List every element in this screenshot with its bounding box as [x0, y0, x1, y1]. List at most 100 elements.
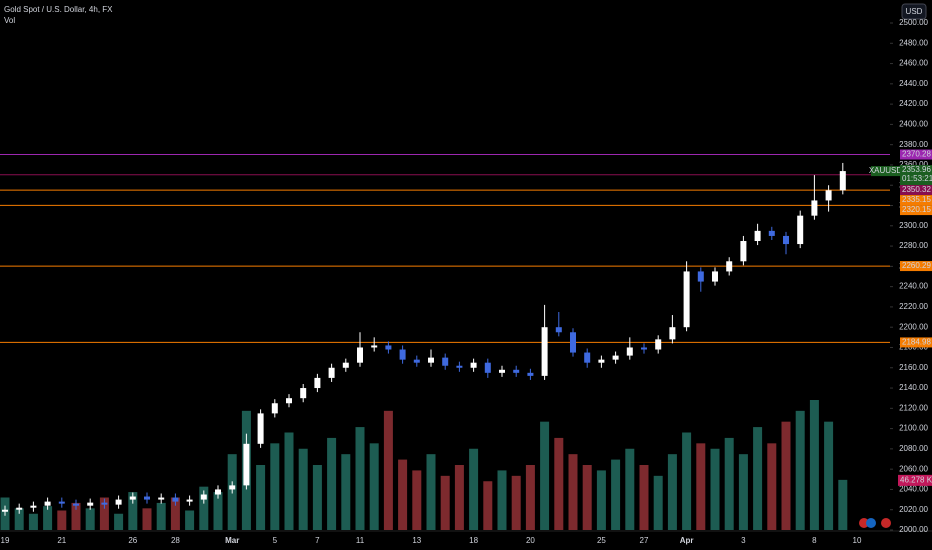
- volume-bar: [568, 454, 578, 530]
- volume-bar: [738, 454, 748, 530]
- candle-body: [783, 235, 789, 245]
- volume-bar: [412, 470, 422, 530]
- volume-bar: [28, 513, 38, 530]
- volume-bar: [170, 497, 180, 530]
- level-tag: [900, 195, 932, 206]
- candle-body: [712, 271, 718, 282]
- volume-bar: [809, 400, 819, 530]
- volume-bar: [85, 508, 95, 530]
- x-tick-label: Apr: [680, 536, 694, 545]
- candle-body: [328, 367, 335, 378]
- symbol-tag: [871, 166, 900, 177]
- candle-body: [30, 505, 37, 508]
- candle-body: [598, 359, 605, 363]
- volume-bar: [284, 432, 294, 530]
- candle-body: [271, 403, 278, 414]
- volume-bar: [142, 508, 152, 530]
- volume-bar: [667, 454, 677, 530]
- y-tick-label: 2400.00: [899, 120, 928, 129]
- level-tag: [900, 149, 932, 160]
- candle-body: [73, 503, 79, 506]
- candle-body: [499, 369, 505, 373]
- last-price-tag: [900, 165, 932, 186]
- flag-icon: [859, 518, 869, 528]
- candle-body: [442, 357, 449, 366]
- x-tick-label: 13: [412, 536, 421, 545]
- volume-bar: [426, 454, 436, 530]
- candle-body: [541, 327, 548, 376]
- volume-bar: [525, 465, 535, 530]
- volume-bar: [781, 421, 791, 530]
- x-tick-label: 25: [597, 536, 606, 545]
- flag-icon: [866, 518, 876, 528]
- candle-body: [555, 327, 562, 333]
- volume-bar: [469, 448, 479, 530]
- volume-tag: [898, 474, 932, 486]
- volume-bar: [440, 475, 450, 530]
- volume-bar: [767, 443, 777, 530]
- volume-bar: [327, 437, 337, 530]
- y-tick-label: 2500.00: [899, 18, 928, 27]
- y-tick-label: 2220.00: [899, 302, 928, 311]
- y-tick-label: 2160.00: [899, 363, 928, 372]
- y-tick-label: 2200.00: [899, 322, 928, 331]
- volume-bar: [611, 459, 621, 530]
- x-tick-label: 18: [469, 536, 478, 545]
- candle-body: [683, 271, 690, 328]
- y-tick-label: 2480.00: [899, 38, 928, 47]
- candle-body: [428, 357, 434, 363]
- y-tick-label: 2380.00: [899, 140, 928, 149]
- candle-body: [399, 349, 406, 360]
- volume-bar: [554, 437, 564, 530]
- candle-body: [768, 230, 775, 236]
- volume-bar: [483, 481, 493, 530]
- volume-bar: [43, 506, 53, 530]
- candle-body: [115, 499, 122, 505]
- candle-body: [87, 502, 94, 506]
- x-tick-label: 28: [171, 536, 180, 545]
- volume-bar: [383, 410, 393, 530]
- candle-body: [584, 352, 591, 363]
- candle-body: [200, 494, 207, 500]
- level-tag: [900, 337, 932, 348]
- volume-bar: [653, 475, 663, 530]
- volume-bar: [256, 465, 266, 530]
- candle-body: [470, 362, 477, 368]
- volume-bar: [199, 486, 209, 530]
- volume-bar: [57, 510, 67, 530]
- volume-bar: [753, 427, 763, 530]
- x-tick-label: Mar: [225, 536, 239, 545]
- volume-bar: [369, 443, 379, 530]
- x-tick-label: 11: [356, 536, 365, 545]
- candle-body: [456, 365, 463, 368]
- volume-bar: [682, 432, 692, 530]
- candle-body: [371, 345, 378, 348]
- candle-body: [257, 413, 264, 444]
- candle-body: [726, 261, 733, 272]
- candle-body: [413, 359, 420, 363]
- level-label: 2335.15: [902, 195, 931, 204]
- y-tick-label: 2100.00: [899, 424, 928, 433]
- x-tick-label: 3: [741, 536, 746, 545]
- candle-body: [286, 398, 292, 404]
- volume-bar: [625, 448, 635, 530]
- chart-title: Gold Spot / U.S. Dollar, 4h, FX: [4, 5, 113, 14]
- volume-bar: [710, 448, 720, 530]
- volume-bar: [795, 410, 805, 530]
- symbol-label: XAUUSD: [869, 166, 903, 175]
- level-tag: [900, 261, 932, 272]
- candle-body: [243, 443, 250, 486]
- candle-body: [527, 372, 534, 376]
- candle-body: [825, 190, 832, 201]
- candle-body: [16, 507, 23, 510]
- level-label: 2184.98: [902, 338, 931, 347]
- currency-button[interactable]: [901, 3, 927, 20]
- candle-body: [215, 489, 221, 495]
- level-label: 2370.28: [902, 150, 931, 159]
- y-tick-label: 2080.00: [899, 444, 928, 453]
- flags: [859, 518, 891, 528]
- candle-body: [740, 241, 747, 262]
- candle-body: [186, 499, 193, 502]
- candle-body: [641, 347, 647, 350]
